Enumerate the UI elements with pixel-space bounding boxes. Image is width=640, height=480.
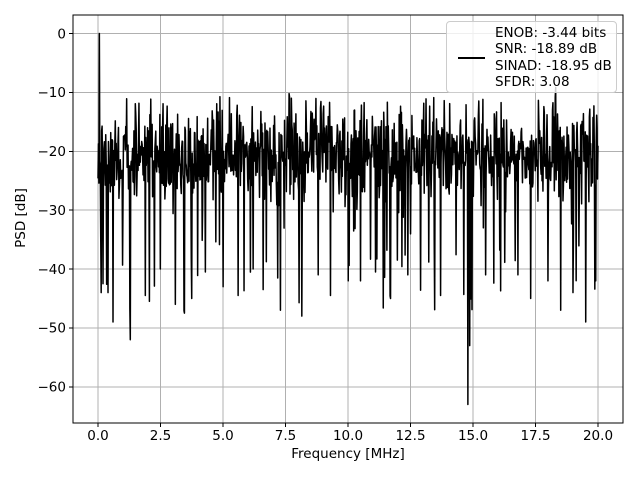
x-tick-label: 5.0 <box>212 428 233 444</box>
y-tick-label: −60 <box>38 380 67 396</box>
x-tick-label: 15.0 <box>458 428 488 444</box>
y-tick-label: 0 <box>57 26 66 42</box>
legend-sfdr-label: SFDR: 3.08 <box>495 73 570 90</box>
x-tick-label: 20.0 <box>583 428 613 444</box>
legend-line-sample <box>458 57 485 59</box>
y-tick-label: −50 <box>38 321 67 337</box>
x-tick-label: 2.5 <box>150 428 171 444</box>
x-tick-label: 10.0 <box>333 428 363 444</box>
psd-line-series <box>97 32 599 406</box>
x-tick-label: 17.5 <box>520 428 550 444</box>
y-tick-label: −10 <box>38 85 67 101</box>
x-tick-label: 7.5 <box>275 428 296 444</box>
x-tick-label: 12.5 <box>395 428 425 444</box>
x-tick-label: 0.0 <box>87 428 108 444</box>
y-tick-label: −30 <box>38 203 67 219</box>
legend-snr-label: SNR: -18.89 dB <box>495 41 598 58</box>
legend-enob-label: ENOB: -3.44 bits <box>495 25 607 41</box>
x-axis-title: Frequency [MHz] <box>291 446 405 462</box>
legend-sinad-label: SINAD: -18.95 dB <box>495 57 612 74</box>
legend-box: ENOB: -3.44 bits SNR: -18.89 dB SINAD: -… <box>446 21 617 93</box>
y-tick-label: −40 <box>38 262 67 278</box>
y-tick-label: −20 <box>38 144 67 160</box>
y-axis-title: PSD [dB] <box>13 188 29 248</box>
legend-labels: ENOB: -3.44 bits SNR: -18.89 dB SINAD: -… <box>495 25 612 90</box>
